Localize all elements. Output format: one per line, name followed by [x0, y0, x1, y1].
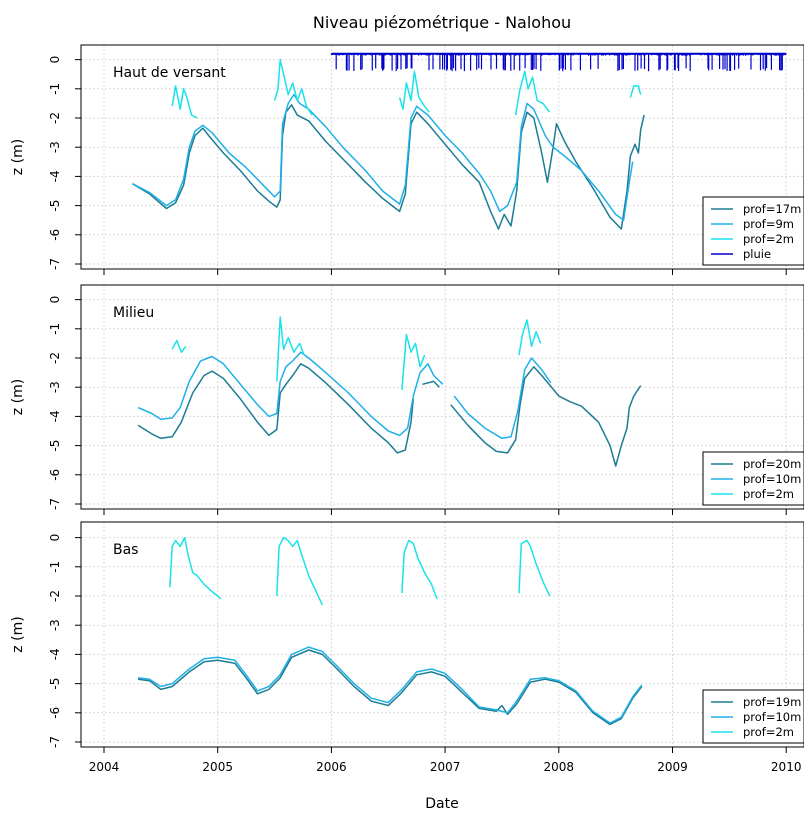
x-tick-label: 2006: [316, 760, 347, 774]
legend-label: prof=10m: [743, 472, 801, 486]
y-tick-label: -7: [48, 258, 62, 270]
series-line: [171, 85, 198, 119]
y-tick-label: -3: [48, 141, 62, 153]
x-axis-label: Date: [425, 796, 458, 812]
y-tick-label: -1: [48, 323, 62, 335]
y-tick-label: -5: [48, 678, 62, 690]
y-tick-label: -6: [48, 469, 62, 481]
y-axis-label: z (m): [10, 616, 26, 652]
series-line: [138, 649, 643, 726]
x-tick-label: 2009: [657, 760, 688, 774]
legend-label: prof=17m: [743, 202, 801, 216]
series-line: [169, 536, 222, 600]
series-line: [518, 539, 551, 597]
y-tick-label: 0: [48, 56, 62, 64]
legend-label: prof=2m: [743, 487, 794, 501]
panel-label: Haut de versant: [113, 65, 226, 81]
series-group: [138, 536, 643, 726]
series-line: [422, 380, 440, 388]
y-tick-label: -4: [48, 648, 62, 660]
y-axis-label: z (m): [10, 139, 26, 175]
rain-bars: [330, 53, 787, 72]
y-tick-label: -5: [48, 200, 62, 212]
panel-frame: [80, 521, 804, 748]
series-line: [453, 357, 552, 440]
legend-label: prof=2m: [743, 725, 794, 739]
panel-frame: [80, 44, 804, 270]
series-line: [137, 363, 415, 454]
x-tick-label: 2008: [544, 760, 575, 774]
panel-label: Bas: [113, 542, 138, 558]
y-tick-label: -4: [48, 410, 62, 422]
legend-label: prof=9m: [743, 217, 794, 231]
series-line: [518, 319, 542, 356]
series-line: [276, 536, 323, 606]
x-tick-label: 2010: [771, 760, 802, 774]
series-line: [138, 646, 643, 724]
chart-title: Niveau piézométrique - Nalohou: [313, 13, 571, 32]
panel-label: Milieu: [113, 305, 154, 321]
series-line: [450, 366, 642, 467]
y-tick-label: -6: [48, 707, 62, 719]
y-tick-label: -2: [48, 112, 62, 124]
panel-frame: [80, 284, 804, 510]
legend-label: pluie: [743, 247, 771, 261]
series-group: [137, 316, 642, 467]
y-tick-label: -3: [48, 619, 62, 631]
series-line: [514, 70, 551, 116]
series-line: [132, 93, 634, 221]
y-tick-label: -7: [48, 736, 62, 748]
y-tick-label: -4: [48, 170, 62, 182]
series-line: [401, 539, 438, 600]
y-tick-label: -6: [48, 229, 62, 241]
y-tick-label: -2: [48, 352, 62, 364]
legend-label: prof=20m: [743, 457, 801, 471]
y-tick-label: -3: [48, 381, 62, 393]
legend-label: prof=2m: [743, 232, 794, 246]
panel-2: 0 -1 -2 -3 -4 -5 -6 -7 z (m) Milieu prof=20mprof=1…: [10, 284, 804, 515]
panel-3: 0 -1 -2 -3 -4 -5 -6 -7 z (m) Bas prof=19mprof=10mp…: [10, 521, 804, 753]
y-tick-label: 0: [48, 296, 62, 304]
series-line: [132, 104, 645, 230]
y-tick-label: -1: [48, 561, 62, 573]
series-group: [132, 52, 787, 230]
x-tick-label: 2004: [89, 760, 120, 774]
plot-area: 0 -1 -2 -3 -4 -5 -6 -7 z (m) Haut de versant prof=…: [10, 44, 804, 774]
y-tick-label: 0: [48, 534, 62, 542]
legend-label: prof=19m: [743, 695, 801, 709]
series-line: [273, 58, 313, 116]
legend-label: prof=10m: [743, 710, 801, 724]
y-tick-label: -5: [48, 440, 62, 452]
y-tick-label: -1: [48, 83, 62, 95]
series-line: [276, 316, 305, 382]
series-line: [171, 339, 187, 353]
y-axis-label: z (m): [10, 379, 26, 415]
x-tick-label: 2005: [202, 760, 233, 774]
y-tick-label: -2: [48, 590, 62, 602]
series-line: [401, 333, 426, 391]
y-tick-label: -7: [48, 498, 62, 510]
series-line: [398, 70, 430, 113]
series-line: [629, 85, 642, 98]
x-tick-label: 2007: [430, 760, 461, 774]
series-line: [137, 351, 444, 437]
panel-1: 0 -1 -2 -3 -4 -5 -6 -7 z (m) Haut de versant prof=…: [10, 44, 804, 275]
